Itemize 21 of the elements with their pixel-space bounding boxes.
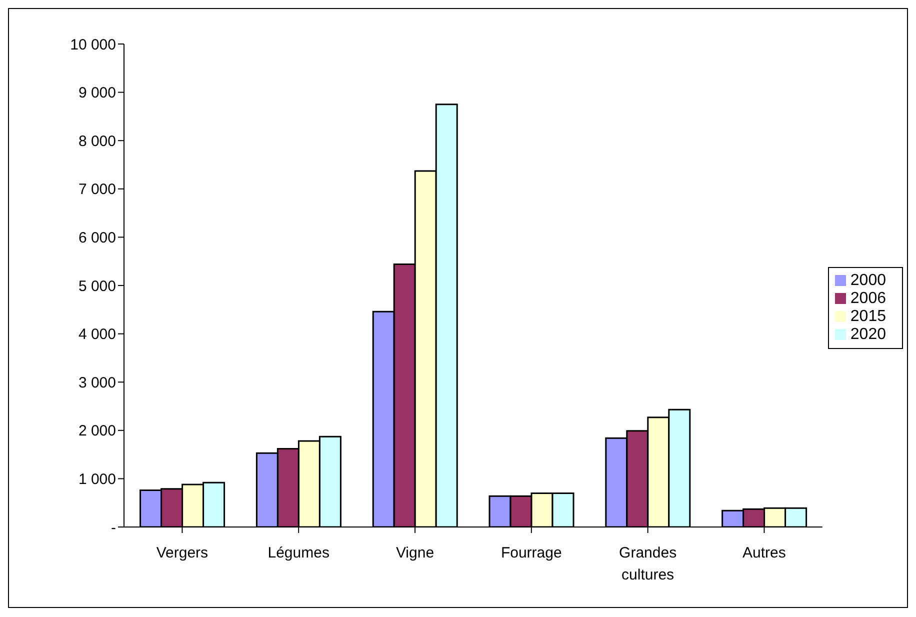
x-tick-label: Grandes cultures xyxy=(619,544,677,584)
y-tick-label: 6 000 xyxy=(78,230,116,247)
y-tick-label: 1 000 xyxy=(78,471,116,488)
y-tick-label: 2 000 xyxy=(78,422,116,440)
y-tick-label: - xyxy=(111,519,116,536)
legend-label: 2000 xyxy=(850,272,886,289)
x-tick-label: Fourrage xyxy=(500,544,562,562)
y-tick-label: 3 000 xyxy=(78,374,116,392)
y-tick-label: 8 000 xyxy=(78,132,116,150)
y-tick-label: 4 000 xyxy=(78,326,116,344)
legend-label: 2015 xyxy=(850,308,886,325)
x-tick-label: Vigne xyxy=(396,544,434,562)
x-tick-label: Légumes xyxy=(268,544,330,562)
y-tick-label: 10 000 xyxy=(70,36,116,54)
y-tick-label: 5 000 xyxy=(78,278,116,295)
legend-label: 2020 xyxy=(850,326,886,343)
x-tick-label: Vergers xyxy=(156,544,208,562)
x-tick-label: Autres xyxy=(742,544,786,562)
y-tick-label: 7 000 xyxy=(78,181,116,198)
legend-label: 2006 xyxy=(850,290,886,307)
y-tick-label: 9 000 xyxy=(78,84,116,102)
